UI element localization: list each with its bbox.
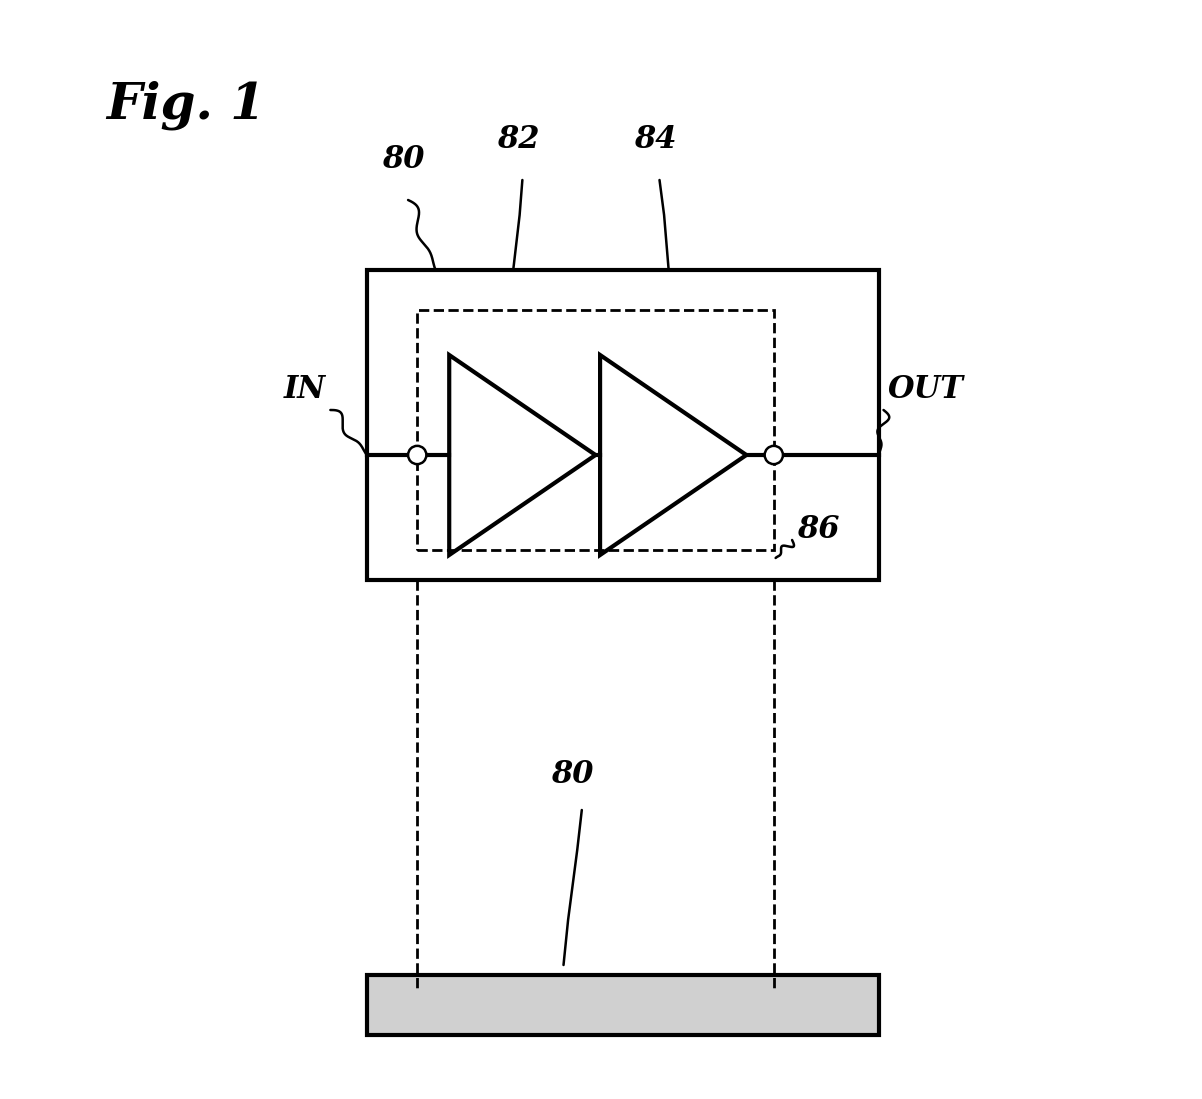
Circle shape	[764, 446, 783, 464]
Text: Fig. 1: Fig. 1	[106, 80, 266, 130]
Bar	[367, 270, 879, 580]
Text: 80: 80	[552, 759, 594, 790]
Circle shape	[409, 446, 427, 464]
Bar	[367, 975, 879, 1035]
Bar	[417, 310, 774, 550]
Text: 84: 84	[633, 124, 677, 155]
Text: 82: 82	[496, 124, 538, 155]
Text: OUT: OUT	[888, 375, 964, 406]
Text: 80: 80	[382, 144, 424, 175]
Text: IN: IN	[284, 375, 326, 406]
Text: 86: 86	[797, 514, 839, 545]
